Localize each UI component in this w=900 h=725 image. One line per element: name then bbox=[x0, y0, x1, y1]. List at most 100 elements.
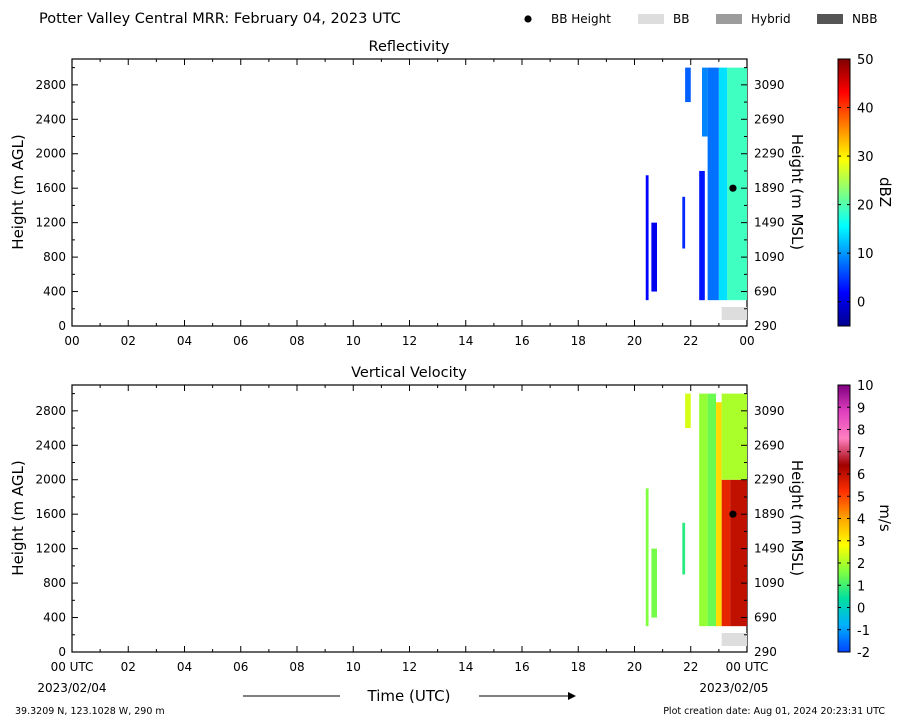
y-tick-label: 2800 bbox=[35, 404, 66, 418]
velocity-colorbar-label: m/s bbox=[876, 504, 894, 532]
echo-cell bbox=[721, 393, 747, 480]
y2-tick-label: 690 bbox=[754, 285, 777, 299]
x-tick-label: 00 UTC bbox=[51, 660, 94, 674]
y2-tick-label: 290 bbox=[754, 319, 777, 333]
x-tick-label: 10 bbox=[346, 660, 361, 674]
x-tick-label: 12 bbox=[402, 334, 417, 348]
y2-tick-label: 1890 bbox=[754, 507, 785, 521]
colorbar-bar bbox=[837, 58, 851, 327]
x-tick-label: 16 bbox=[514, 660, 529, 674]
date-end: 2023/02/05 bbox=[699, 681, 768, 695]
y-tick-label: 2400 bbox=[35, 112, 66, 126]
y-tick-label: 1200 bbox=[35, 542, 66, 556]
y-tick-label: 1600 bbox=[35, 181, 66, 195]
y-tick-label: 400 bbox=[43, 611, 66, 625]
x-tick-label: 12 bbox=[402, 660, 417, 674]
legend-label: BB Height bbox=[551, 12, 611, 26]
colorbar-tick-label: 5 bbox=[857, 490, 865, 505]
vertical-velocity-y2label: Height (m MSL) bbox=[788, 460, 806, 576]
x-tick-label: 08 bbox=[289, 660, 304, 674]
echo-cell bbox=[707, 67, 719, 301]
x-tick-label: 14 bbox=[458, 660, 473, 674]
reflectivity-data bbox=[645, 67, 747, 320]
y2-tick-label: 2290 bbox=[754, 147, 785, 161]
colorbar-tick-label: 0 bbox=[857, 602, 865, 617]
reflectivity-ylabel: Height (m AGL) bbox=[9, 134, 27, 249]
echo-cell bbox=[645, 488, 649, 627]
date-start: 2023/02/04 bbox=[37, 681, 106, 695]
y-tick-label: 2000 bbox=[35, 473, 66, 487]
y2-tick-label: 1890 bbox=[754, 181, 785, 195]
x-tick-label: 02 bbox=[121, 660, 136, 674]
x-tick-label: 08 bbox=[289, 334, 304, 348]
y-tick-label: 2000 bbox=[35, 147, 66, 161]
y2-tick-label: 2690 bbox=[754, 112, 785, 126]
x-tick-label: 00 bbox=[64, 334, 79, 348]
echo-cell bbox=[727, 67, 747, 301]
colorbar-tick-label: 30 bbox=[857, 150, 874, 165]
echo-cell bbox=[707, 393, 717, 627]
dbz-colorbar: 0 10 20 30 40 50 bbox=[837, 53, 874, 327]
bb-height-marker bbox=[729, 184, 737, 192]
echo-cell bbox=[718, 67, 728, 301]
x-tick-label: 18 bbox=[571, 334, 586, 348]
x-tick-label: 06 bbox=[233, 660, 248, 674]
x-tick-label: 20 bbox=[627, 334, 642, 348]
y-tick-label: 400 bbox=[43, 285, 66, 299]
y-tick-label: 800 bbox=[43, 250, 66, 264]
colorbar-tick-label: 8 bbox=[857, 424, 865, 439]
y2-tick-label: 2690 bbox=[754, 438, 785, 452]
y-tick-label: 1200 bbox=[35, 216, 66, 230]
x-tick-label: 20 bbox=[627, 660, 642, 674]
colorbar-tick-label: 20 bbox=[857, 199, 874, 214]
x-tick-label: 10 bbox=[346, 334, 361, 348]
colorbar-tick-label: -2 bbox=[857, 646, 870, 661]
xlabel: Time (UTC) bbox=[367, 687, 451, 705]
y2-tick-label: 290 bbox=[754, 645, 777, 659]
echo-cell bbox=[730, 479, 747, 627]
y2-tick-label: 2290 bbox=[754, 473, 785, 487]
echo-cell bbox=[702, 67, 708, 137]
y-tick-label: 0 bbox=[58, 319, 66, 333]
creation-date: Plot creation date: Aug 01, 2024 20:23:3… bbox=[663, 706, 885, 717]
bb-type-bar bbox=[721, 633, 747, 646]
colorbar-tick-label: 40 bbox=[857, 102, 874, 117]
vertical-velocity-title: Vertical Velocity bbox=[351, 365, 467, 381]
x-tick-label: 22 bbox=[683, 334, 698, 348]
legend-symbol-bb-height bbox=[524, 15, 532, 23]
y-tick-label: 2800 bbox=[35, 78, 66, 92]
colorbar-tick-label: 3 bbox=[857, 535, 865, 550]
echo-cell bbox=[651, 548, 657, 618]
y2-tick-label: 690 bbox=[754, 611, 777, 625]
legend-label: BB bbox=[673, 12, 689, 26]
y2-tick-label: 1490 bbox=[754, 542, 785, 556]
x-tick-label: 00 UTC bbox=[726, 660, 769, 674]
x-tick-label: 18 bbox=[571, 660, 586, 674]
y-tick-label: 800 bbox=[43, 576, 66, 590]
colorbar-tick-label: 1 bbox=[857, 579, 865, 594]
y-tick-label: 0 bbox=[58, 645, 66, 659]
echo-cell bbox=[685, 393, 691, 429]
echo-cell bbox=[685, 67, 691, 103]
colorbar-tick-label: 2 bbox=[857, 557, 865, 572]
legend-label: Hybrid bbox=[751, 12, 791, 26]
colorbar-tick-label: 10 bbox=[857, 379, 874, 394]
velocity-colorbar: -2 -1 0 1 2 3 4 5 6 7 8 9 10 bbox=[837, 379, 874, 661]
echo-cell bbox=[682, 522, 686, 575]
bb-type-bar bbox=[721, 307, 747, 320]
colorbar-tick-label: 4 bbox=[857, 513, 865, 528]
y2-tick-label: 3090 bbox=[754, 404, 785, 418]
reflectivity-plot-area bbox=[71, 58, 748, 327]
legend: BB Height BB Hybrid NBB bbox=[524, 12, 877, 26]
vertical-velocity-ylabel: Height (m AGL) bbox=[9, 460, 27, 575]
x-tick-label: 04 bbox=[177, 334, 192, 348]
colorbar-tick-label: 0 bbox=[857, 296, 865, 311]
echo-cell bbox=[682, 196, 686, 249]
reflectivity-title: Reflectivity bbox=[369, 39, 450, 55]
x-tick-label: 06 bbox=[233, 334, 248, 348]
x-tick-label: 16 bbox=[514, 334, 529, 348]
legend-swatch-hybrid bbox=[716, 14, 742, 24]
